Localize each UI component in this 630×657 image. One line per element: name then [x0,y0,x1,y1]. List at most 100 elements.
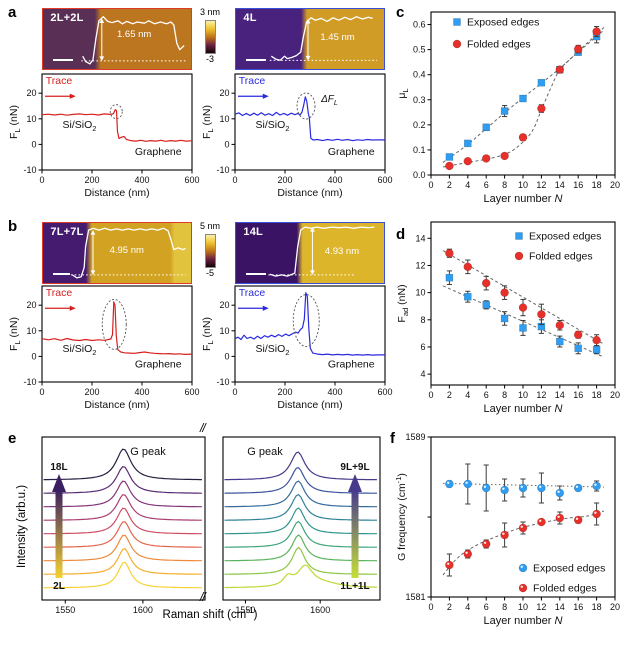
svg-text:Si/SiO2: Si/SiO2 [63,343,97,357]
svg-text:400: 400 [134,175,149,185]
colorbar-min-label: -3 [205,53,214,64]
svg-text:2L: 2L [53,581,65,592]
svg-text:-10: -10 [23,377,36,387]
svg-text:1600: 1600 [133,605,153,615]
svg-text:Trace: Trace [239,287,266,299]
svg-text:4: 4 [465,390,470,400]
svg-text:1550: 1550 [235,605,255,615]
svg-text:2: 2 [447,390,452,400]
step-height-annotation: 1.65 nm [117,29,152,41]
svg-text:1600: 1600 [310,605,330,615]
svg-text:20: 20 [26,300,36,310]
svg-text:0.3: 0.3 [413,95,426,105]
panel-letter-e: e [8,430,17,447]
svg-text:0: 0 [31,139,36,149]
svg-text:8: 8 [502,390,507,400]
svg-text:12: 12 [415,260,425,270]
svg-text:0: 0 [31,351,36,361]
svg-text:Layer number N: Layer number N [484,403,563,415]
svg-text:Layer number N: Layer number N [484,615,563,627]
afm-label: 14L [243,226,263,238]
svg-text:400: 400 [134,387,149,397]
svg-text:10: 10 [518,390,528,400]
colorbar-gradient [204,233,216,268]
svg-text:FL (nN): FL (nN) [8,105,22,139]
svg-text:6: 6 [484,180,489,190]
svg-text:Folded edges: Folded edges [529,251,593,263]
svg-text:10: 10 [26,326,36,336]
g-frequency-scatter-plot: 0 2 4 6 8 10 12 14 16 18 20 1589 1581 Layer number N G… [394,425,625,642]
svg-text:2: 2 [447,602,452,612]
svg-text:1550: 1550 [55,605,75,615]
svg-text:6: 6 [484,602,489,612]
svg-text:Si/SiO2: Si/SiO2 [63,119,97,133]
svg-text:FL (nN): FL (nN) [201,317,215,351]
friction-coefficient-scatter-plot: 0 2 4 6 8 10 12 14 16 18 20 0.0 0.1 0.2 0.3 0.4 0.5 0.6 La… [395,2,625,219]
svg-text:1589: 1589 [405,432,425,442]
svg-text:18L: 18L [50,462,67,473]
svg-text:200: 200 [277,175,292,185]
svg-text:Distance (nm): Distance (nm) [84,399,149,411]
svg-text:0: 0 [232,175,237,185]
svg-text:18: 18 [592,180,602,190]
svg-text:0.0: 0.0 [413,170,426,180]
svg-text:18: 18 [592,390,602,400]
svg-text:8: 8 [502,180,507,190]
svg-text:8: 8 [502,602,507,612]
svg-text:Exposed edges: Exposed edges [529,231,601,243]
svg-text:μL: μL [396,88,410,98]
svg-text:-10: -10 [216,165,229,175]
scale-bar [246,273,266,276]
svg-text:20: 20 [219,300,229,310]
svg-text:20: 20 [610,390,620,400]
svg-text:Folded edges: Folded edges [467,39,531,51]
svg-text:ΔFL: ΔFL [320,94,338,107]
svg-text:Si/SiO2: Si/SiO2 [256,343,290,357]
svg-text:14: 14 [555,602,565,612]
panel-letter-f: f [390,430,395,447]
svg-text:400: 400 [327,175,342,185]
svg-text:10: 10 [26,114,36,124]
colorbar-b: 5 nm -5 [194,221,226,279]
svg-text:Exposed edges: Exposed edges [467,17,539,29]
colorbar-gradient [204,19,216,54]
svg-text:Graphene: Graphene [328,146,375,158]
afm-image-7l7l: 7L+7L 4.95 nm [42,222,192,284]
svg-text:0: 0 [428,180,433,190]
svg-text:0: 0 [428,602,433,612]
svg-text:6: 6 [420,342,425,352]
svg-text:10: 10 [518,180,528,190]
svg-text:4: 4 [420,369,425,379]
svg-text:6: 6 [484,390,489,400]
svg-text:14: 14 [555,180,565,190]
afm-label: 7L+7L [50,226,84,238]
svg-text:14: 14 [555,390,565,400]
svg-text:4: 4 [465,180,470,190]
svg-text:0: 0 [232,387,237,397]
svg-text:600: 600 [377,387,392,397]
afm-label: 2L+2L [50,12,84,24]
svg-text:12: 12 [536,390,546,400]
svg-text:0.4: 0.4 [413,70,426,80]
svg-text:Trace: Trace [46,75,73,87]
svg-text:200: 200 [84,387,99,397]
panel-letter-d: d [396,226,406,243]
svg-text:16: 16 [573,180,583,190]
svg-text:20: 20 [219,88,229,98]
svg-text:9L+9L: 9L+9L [340,462,369,473]
svg-text:Folded edges: Folded edges [533,583,597,595]
raman-x-axis-label: Raman shift (cm-1) [162,606,258,621]
axis-break-top: // [200,421,206,435]
scale-bar [246,59,266,62]
panel-letter-b: b [8,218,18,235]
svg-text:10: 10 [219,114,229,124]
svg-text:20: 20 [610,602,620,612]
svg-text:20: 20 [26,88,36,98]
svg-text:4: 4 [465,602,470,612]
svg-text:Fad (nN): Fad (nN) [396,284,410,322]
svg-text:Graphene: Graphene [135,146,182,158]
svg-text:FL (nN): FL (nN) [201,105,215,139]
raman-y-axis-label: Intensity (arb.u.) [16,484,28,568]
svg-text:Layer number N: Layer number N [484,193,563,205]
